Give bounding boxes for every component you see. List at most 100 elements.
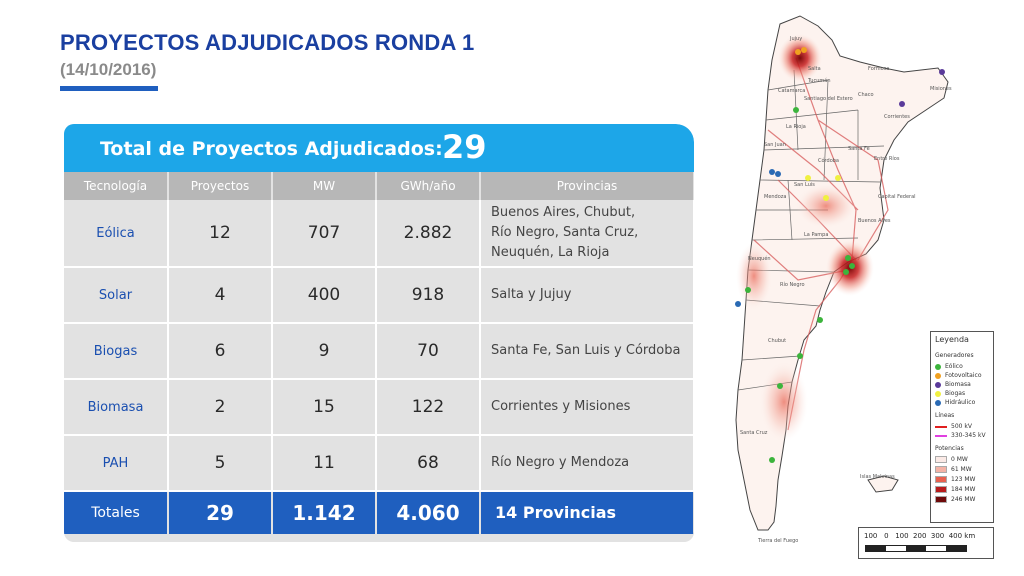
column-header: MW xyxy=(272,172,377,200)
hydro-marker xyxy=(735,301,741,307)
legend-item: Eólico xyxy=(935,362,963,371)
solar-marker xyxy=(801,47,807,53)
map-label: Catamarca xyxy=(778,88,805,94)
legend-item: Hidráulico xyxy=(935,398,975,407)
hydro-marker xyxy=(775,171,781,177)
tech-cell: Solar xyxy=(64,267,169,324)
scale-tick: 0 xyxy=(884,532,889,540)
column-header: GWh/año xyxy=(376,172,481,200)
gwh-cell: 68 xyxy=(376,435,481,492)
projects-table: Tecnología Proyectos MW GWh/año Provinci… xyxy=(64,172,694,534)
tech-cell: Eólica xyxy=(64,200,169,268)
legend-item-label: Eólico xyxy=(945,363,963,370)
map-label: Formosa xyxy=(868,66,889,72)
tech-cell: PAH xyxy=(64,435,169,492)
map-label: Neuquén xyxy=(748,255,771,262)
legend-item-label: 61 MW xyxy=(951,466,972,473)
power-swatch-icon xyxy=(935,456,947,463)
page-title: PROYECTOS ADJUDICADOS RONDA 1 xyxy=(60,30,475,55)
wind-marker xyxy=(845,255,851,261)
map-label: Mendoza xyxy=(764,194,786,200)
provinces-line: Río Negro, Santa Cruz, xyxy=(491,225,639,240)
wind-marker xyxy=(769,457,775,463)
scale-ticks: 100 0 100 200 300 400 km xyxy=(864,532,975,540)
card-header: Total de Proyectos Adjudicados: 29 xyxy=(64,124,694,172)
provinces-cell: Corrientes y Misiones xyxy=(480,379,694,436)
legend-item-label: 330-345 kV xyxy=(951,432,986,439)
totals-projects: 29 xyxy=(168,491,273,534)
map-label: Córdoba xyxy=(818,157,839,164)
wind-marker xyxy=(817,317,823,323)
tech-cell: Biomasa xyxy=(64,379,169,436)
map-label: Santiago del Estero xyxy=(804,96,853,102)
legend-item: 246 MW xyxy=(935,495,975,504)
solar-dot-icon xyxy=(935,372,941,379)
biogas-marker xyxy=(805,175,811,181)
card-header-count: 29 xyxy=(442,128,487,166)
map-label: Chaco xyxy=(858,92,874,98)
map-label: Capital Federal xyxy=(878,194,916,200)
gwh-cell: 918 xyxy=(376,267,481,324)
totals-gwh: 4.060 xyxy=(376,491,481,534)
page-date: (14/10/2016) xyxy=(60,60,157,79)
totals-label: Totales xyxy=(64,491,169,534)
power-swatch-icon xyxy=(935,466,947,473)
legend-item-label: 184 MW xyxy=(951,486,976,493)
legend-item-label: 246 MW xyxy=(951,496,976,503)
hydro-marker xyxy=(769,169,775,175)
legend-item-label: Fotovoltaico xyxy=(945,372,982,379)
legend-item: 0 MW xyxy=(935,455,968,464)
legend-generators-title: Generadores xyxy=(935,352,974,359)
wind-dot-icon xyxy=(935,363,941,370)
totals-provinces: 14 Provincias xyxy=(480,491,694,534)
map-label: Tierra del Fuego xyxy=(757,538,798,544)
provinces-line: Neuquén, La Rioja xyxy=(491,245,610,260)
map-label: Santa Fe xyxy=(848,146,870,152)
projects-cell: 6 xyxy=(168,323,273,380)
biogas-dot-icon xyxy=(935,390,941,397)
table-row: PAH 5 11 68 Río Negro y Mendoza xyxy=(64,435,694,492)
legend-item: 123 MW xyxy=(935,475,975,484)
legend-item: 184 MW xyxy=(935,485,975,494)
wind-marker xyxy=(849,263,855,269)
map-label: La Pampa xyxy=(804,232,828,238)
map-place-labels: Jujuy Salta Formosa Misiones Chaco Catam… xyxy=(740,36,952,544)
hydro-dot-icon xyxy=(935,399,941,406)
scale-tick: 300 xyxy=(930,532,945,540)
provinces-cell: Salta y Jujuy xyxy=(480,267,694,324)
power-swatch-icon xyxy=(935,486,947,493)
legend-item: 330-345 kV xyxy=(935,431,986,440)
mw-cell: 11 xyxy=(272,435,377,492)
wind-marker xyxy=(745,287,751,293)
biogas-marker xyxy=(835,175,841,181)
map-scale-bar: 100 0 100 200 300 400 km xyxy=(858,527,994,559)
line-500kv-icon xyxy=(935,425,947,428)
map-label: Chubut xyxy=(768,338,786,344)
legend-item-label: 0 MW xyxy=(951,456,968,463)
provinces-line: Buenos Aires, Chubut, xyxy=(491,205,636,220)
legend-item-label: Hidráulico xyxy=(945,399,976,406)
provinces-cell: Santa Fe, San Luis y Córdoba xyxy=(480,323,694,380)
map-label: Entre Ríos xyxy=(874,155,900,162)
map-label: Islas Malvinas xyxy=(860,474,895,480)
provinces-cell: Río Negro y Mendoza xyxy=(480,435,694,492)
table-row: Biogas 6 9 70 Santa Fe, San Luis y Córdo… xyxy=(64,323,694,380)
wind-marker xyxy=(843,269,849,275)
power-swatch-icon xyxy=(935,496,947,503)
table-row: Solar 4 400 918 Salta y Jujuy xyxy=(64,267,694,324)
legend-power-title: Potencias xyxy=(935,445,964,452)
projects-cell: 2 xyxy=(168,379,273,436)
legend-item-label: 123 MW xyxy=(951,476,976,483)
map-label: San Luis xyxy=(794,182,815,188)
column-header: Provincias xyxy=(480,172,694,200)
projects-cell: 5 xyxy=(168,435,273,492)
mw-cell: 707 xyxy=(272,200,377,268)
wind-marker xyxy=(777,383,783,389)
gwh-cell: 122 xyxy=(376,379,481,436)
map-label: Salta xyxy=(808,66,821,72)
scale-graphic xyxy=(865,545,967,552)
map-label: Buenos Aires xyxy=(858,218,891,224)
heat-area-cordoba xyxy=(796,184,856,228)
mw-cell: 15 xyxy=(272,379,377,436)
map-legend: Leyenda Generadores Eólico Fotovoltaico … xyxy=(930,331,994,523)
